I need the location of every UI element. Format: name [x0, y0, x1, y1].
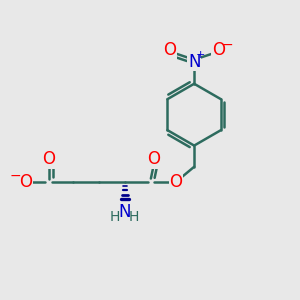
Text: +: + [196, 50, 205, 60]
Text: N: N [188, 53, 200, 71]
Text: O: O [43, 150, 56, 168]
Text: O: O [147, 150, 160, 168]
Text: −: − [9, 169, 21, 183]
Text: H: H [129, 210, 139, 224]
Text: H: H [110, 210, 120, 224]
Text: O: O [164, 41, 176, 59]
Text: O: O [212, 41, 225, 59]
Text: N: N [119, 202, 131, 220]
Text: O: O [20, 173, 32, 191]
Text: −: − [222, 38, 233, 52]
Text: O: O [169, 173, 182, 191]
